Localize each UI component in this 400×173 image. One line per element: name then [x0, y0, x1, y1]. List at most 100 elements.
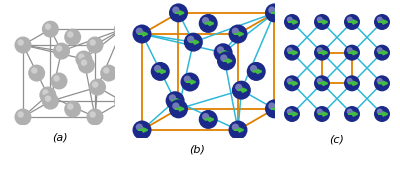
- FancyArrow shape: [223, 59, 232, 63]
- FancyArrow shape: [348, 51, 358, 55]
- Circle shape: [287, 17, 293, 23]
- Circle shape: [344, 45, 360, 61]
- Circle shape: [220, 54, 228, 62]
- Circle shape: [75, 51, 92, 67]
- Circle shape: [344, 14, 360, 30]
- Circle shape: [347, 109, 353, 115]
- Circle shape: [377, 78, 383, 84]
- FancyArrow shape: [220, 51, 228, 55]
- Circle shape: [67, 31, 74, 38]
- Circle shape: [117, 95, 123, 102]
- Circle shape: [89, 39, 96, 46]
- Circle shape: [45, 95, 51, 102]
- Circle shape: [31, 67, 38, 74]
- Circle shape: [314, 106, 330, 122]
- Circle shape: [247, 62, 266, 81]
- Circle shape: [14, 108, 32, 125]
- Circle shape: [172, 6, 180, 14]
- FancyArrow shape: [318, 20, 327, 24]
- Circle shape: [374, 14, 390, 30]
- Circle shape: [136, 124, 143, 131]
- Circle shape: [377, 47, 383, 53]
- Circle shape: [317, 47, 323, 53]
- Circle shape: [166, 91, 185, 110]
- Circle shape: [151, 62, 170, 81]
- FancyArrow shape: [288, 112, 297, 116]
- Circle shape: [169, 99, 188, 118]
- Circle shape: [117, 23, 123, 30]
- Circle shape: [284, 45, 300, 61]
- Circle shape: [199, 14, 218, 33]
- Circle shape: [64, 101, 81, 118]
- Circle shape: [268, 102, 276, 110]
- Circle shape: [347, 78, 353, 84]
- Circle shape: [114, 93, 131, 110]
- FancyArrow shape: [378, 51, 387, 55]
- Circle shape: [89, 79, 106, 96]
- Circle shape: [314, 75, 330, 91]
- FancyArrow shape: [205, 117, 214, 121]
- Circle shape: [344, 75, 360, 91]
- Text: (a): (a): [52, 133, 68, 143]
- Circle shape: [314, 45, 330, 61]
- Circle shape: [374, 75, 390, 91]
- Circle shape: [53, 75, 60, 82]
- Bar: [322, 53, 352, 83]
- FancyArrow shape: [234, 32, 243, 36]
- Circle shape: [268, 6, 276, 14]
- FancyArrow shape: [186, 80, 196, 84]
- Circle shape: [14, 37, 32, 53]
- FancyArrow shape: [348, 81, 358, 85]
- Circle shape: [184, 33, 203, 52]
- Circle shape: [17, 39, 24, 46]
- Circle shape: [344, 106, 360, 122]
- Circle shape: [45, 23, 51, 30]
- Circle shape: [374, 45, 390, 61]
- Circle shape: [56, 45, 62, 52]
- Circle shape: [202, 17, 209, 24]
- FancyArrow shape: [288, 20, 297, 24]
- Text: (b): (b): [190, 144, 206, 154]
- FancyArrow shape: [318, 112, 327, 116]
- Circle shape: [50, 72, 68, 89]
- Circle shape: [67, 103, 74, 110]
- Circle shape: [347, 47, 353, 53]
- Circle shape: [81, 59, 87, 66]
- FancyArrow shape: [138, 128, 147, 132]
- Circle shape: [250, 65, 257, 72]
- Circle shape: [232, 28, 239, 35]
- Circle shape: [64, 29, 81, 45]
- Circle shape: [214, 43, 233, 62]
- Circle shape: [232, 81, 251, 100]
- Circle shape: [180, 72, 200, 92]
- Circle shape: [86, 37, 104, 53]
- Circle shape: [232, 124, 239, 131]
- Circle shape: [199, 110, 218, 129]
- FancyArrow shape: [234, 128, 243, 132]
- Circle shape: [154, 65, 161, 72]
- FancyArrow shape: [190, 40, 199, 44]
- Circle shape: [42, 89, 49, 96]
- FancyArrow shape: [378, 112, 387, 116]
- Circle shape: [169, 3, 188, 22]
- Circle shape: [317, 109, 323, 115]
- FancyArrow shape: [271, 107, 280, 111]
- Circle shape: [42, 93, 59, 110]
- Circle shape: [377, 17, 383, 23]
- FancyArrow shape: [238, 88, 247, 92]
- Circle shape: [169, 94, 176, 102]
- Circle shape: [100, 65, 117, 82]
- Circle shape: [17, 111, 24, 118]
- Circle shape: [314, 14, 330, 30]
- Circle shape: [92, 81, 98, 88]
- Circle shape: [114, 21, 131, 38]
- Circle shape: [317, 17, 323, 23]
- Circle shape: [265, 3, 284, 22]
- Circle shape: [28, 65, 45, 82]
- Circle shape: [317, 78, 323, 84]
- Circle shape: [374, 106, 390, 122]
- Circle shape: [235, 84, 242, 91]
- Circle shape: [228, 121, 248, 139]
- FancyArrow shape: [288, 51, 297, 55]
- Circle shape: [377, 109, 383, 115]
